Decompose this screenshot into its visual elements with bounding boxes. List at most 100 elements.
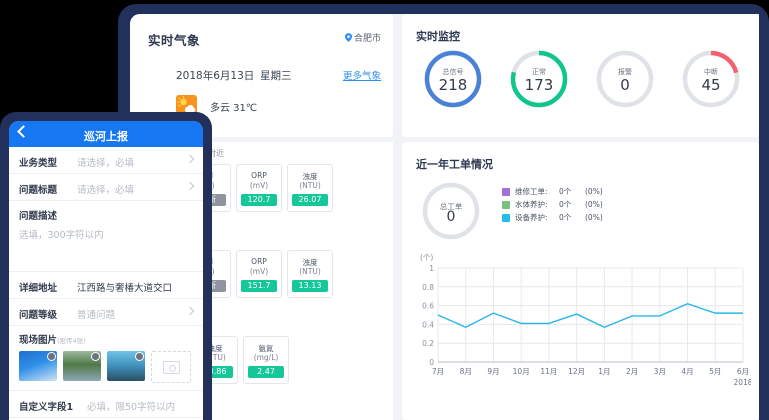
- orders-title: 近一年工单情况: [416, 158, 493, 171]
- photos-block: 现场图片(限传4张): [9, 326, 203, 391]
- metric-value: 13.13: [292, 280, 328, 292]
- legend-row: 设备养护: 0个 (0%): [502, 211, 603, 224]
- custom-field-row[interactable]: 自定义字段1 必填，限50字符以内: [9, 391, 203, 418]
- metric-unit: (NTU): [204, 353, 226, 362]
- photo-thumb-3[interactable]: [107, 351, 145, 381]
- monitor-ring-3: 中断 45: [668, 48, 754, 110]
- svg-text:0.8: 0.8: [422, 283, 434, 292]
- metric-name: ORP: [251, 171, 267, 180]
- weather-title: 实时气象: [148, 33, 201, 48]
- level-value: 普通问题: [77, 310, 116, 321]
- remove-photo-icon[interactable]: [91, 352, 100, 361]
- svg-text:0.2: 0.2: [422, 339, 434, 348]
- legend-swatch: [502, 213, 510, 222]
- sun-cloud-icon: [176, 95, 197, 114]
- ring-value: 218: [438, 76, 468, 94]
- chevron-right-icon: [185, 181, 195, 191]
- svg-text:11月: 11月: [540, 367, 557, 376]
- metric-name: 浊度: [302, 172, 318, 181]
- total-orders-label: 总工单: [439, 202, 463, 211]
- monitor-ring-0: 总信号 218: [410, 48, 496, 110]
- monitor-title: 实时监控: [416, 30, 460, 43]
- legend-name: 设备养护:: [515, 213, 548, 222]
- form-value: 请选择，必填: [77, 185, 135, 196]
- monitor-ring-1: 正常 173: [496, 48, 582, 110]
- total-orders-ring: 总工单 0: [420, 180, 482, 246]
- description-block[interactable]: 问题描述 选填，300字符以内: [9, 201, 203, 272]
- remove-photo-icon[interactable]: [135, 352, 144, 361]
- mobile-panel: 巡河上报 业务类型 请选择，必填 问题标题 请选择，必填 问题描述 选填，300字符以…: [0, 112, 212, 420]
- add-photo-button[interactable]: [151, 351, 191, 383]
- address-value: 江西路与奢椿大道交口: [77, 283, 173, 294]
- legend-percent: (0%): [585, 187, 603, 196]
- metric-unit: (mV): [249, 267, 269, 276]
- svg-text:2月: 2月: [626, 367, 638, 376]
- photos-label-text: 现场图片: [19, 335, 58, 346]
- mobile-title: 巡河上报: [84, 130, 128, 143]
- work-order-card: 近一年工单情况 总工单 0 维修工单: 0个 (0%) 水体养护: 0个 (0%) 设备养护…: [402, 142, 759, 420]
- metric-value: 2.47: [248, 366, 284, 378]
- weather-city-label: 合肥市: [353, 34, 381, 44]
- metric-name: ORP: [251, 257, 267, 266]
- legend-percent: (0%): [585, 200, 603, 209]
- svg-text:1: 1: [429, 264, 434, 273]
- form-row[interactable]: 问题标题 请选择，必填: [9, 174, 203, 201]
- svg-text:7月: 7月: [432, 367, 444, 376]
- mobile-navbar: 巡河上报: [9, 121, 203, 147]
- metric-name: 氨氮: [258, 344, 274, 353]
- metric-value: 120.7: [241, 194, 277, 206]
- legend-count: 0个: [559, 187, 572, 196]
- level-label: 问题等级: [19, 310, 58, 321]
- more-weather-link[interactable]: 更多气象: [342, 71, 381, 82]
- legend-count: 0个: [559, 213, 572, 222]
- description-placeholder: 选填，300字符以内: [19, 230, 104, 241]
- svg-text:3月: 3月: [654, 367, 666, 376]
- metric-card: 浊度 (NTU) 26.07: [287, 164, 333, 212]
- form-label: 业务类型: [19, 158, 58, 169]
- form-row[interactable]: 业务类型 请选择，必填: [9, 147, 203, 174]
- address-row[interactable]: 详细地址 江西路与奢椿大道交口: [9, 272, 203, 299]
- svg-text:4月: 4月: [681, 367, 693, 376]
- svg-text:8月: 8月: [460, 367, 472, 376]
- photo-list: [19, 351, 203, 383]
- level-row[interactable]: 问题等级 普通问题: [9, 299, 203, 326]
- work-order-line-chart: (个) 0 0.2 0.4 0.6 0.8 1 7月 8月 9月 10月 11月 12月 1月 2月 3月 4…: [410, 253, 753, 404]
- svg-text:5月: 5月: [709, 367, 721, 376]
- metric-card: ORP (mV) 120.7: [236, 164, 282, 212]
- svg-text:1月: 1月: [598, 367, 610, 376]
- photo-thumb-1[interactable]: [19, 351, 57, 381]
- photo-thumb-2[interactable]: [63, 351, 101, 381]
- metric-name: 浊度: [302, 258, 318, 267]
- ring-value: 173: [524, 76, 554, 94]
- svg-text:0.4: 0.4: [422, 320, 434, 329]
- weather-date: 2018年6月13日: [176, 70, 255, 82]
- camera-icon: [163, 361, 180, 374]
- monitor-ring-2: 报警 0: [582, 48, 668, 110]
- legend-percent: (0%): [585, 213, 603, 222]
- legend-name: 维修工单:: [515, 187, 548, 196]
- metric-value: 151.7: [241, 280, 277, 292]
- metric-card: ORP (mV) 151.7: [236, 250, 282, 298]
- legend-swatch: [502, 200, 510, 209]
- chevron-right-icon: [185, 306, 195, 316]
- dashboard-content: 实时气象 合肥市 2018年6月13日 星期三 更多气象: [130, 14, 759, 420]
- legend-row: 维修工单: 0个 (0%): [502, 185, 603, 198]
- svg-text:9月: 9月: [487, 367, 499, 376]
- svg-text:6月: 6月: [737, 367, 749, 376]
- metric-unit: (mg/L): [253, 353, 279, 362]
- photos-sub: (限传4张): [57, 337, 86, 345]
- ring-label: 正常: [532, 68, 546, 76]
- remove-photo-icon[interactable]: [47, 352, 56, 361]
- location-pin-icon: [344, 33, 352, 42]
- svg-text:12月: 12月: [568, 367, 585, 376]
- svg-text:0: 0: [429, 358, 434, 367]
- metric-value: 26.07: [292, 194, 328, 206]
- orders-legend: 维修工单: 0个 (0%) 水体养护: 0个 (0%) 设备养护: 0个 (0%): [502, 185, 603, 224]
- legend-count: 0个: [559, 200, 572, 209]
- weather-city: 合肥市: [344, 31, 381, 44]
- address-label: 详细地址: [19, 283, 58, 294]
- ring-value: 0: [620, 76, 630, 94]
- total-orders-value: 0: [446, 209, 456, 225]
